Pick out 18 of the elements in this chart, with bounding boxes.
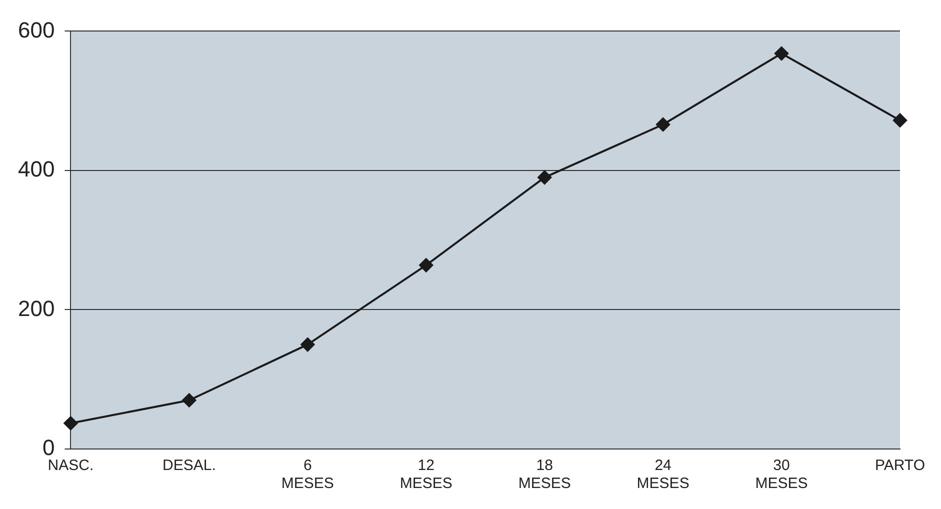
- point: [64, 416, 78, 430]
- x-tick-label: 24 MESES: [636, 457, 690, 492]
- y-tick-label: 400: [18, 156, 55, 182]
- y-tick-label: 600: [18, 17, 55, 42]
- point: [892, 113, 907, 128]
- x-tick-label: 12 MESES: [400, 457, 452, 492]
- x-tick-label: 18 MESES: [518, 457, 571, 492]
- x-tick-label: 6 MESES: [281, 457, 334, 492]
- point: [300, 338, 315, 352]
- point: [182, 393, 196, 408]
- point: [656, 118, 670, 132]
- x-tick-label: DESAL.: [162, 457, 216, 474]
- point: [538, 170, 552, 184]
- x-tick-label: 30 MESES: [755, 457, 808, 492]
- point: [774, 46, 789, 60]
- x-tick-label: PARTO: [874, 457, 926, 474]
- y-tick-label: 200: [18, 296, 55, 321]
- point: [419, 258, 434, 272]
